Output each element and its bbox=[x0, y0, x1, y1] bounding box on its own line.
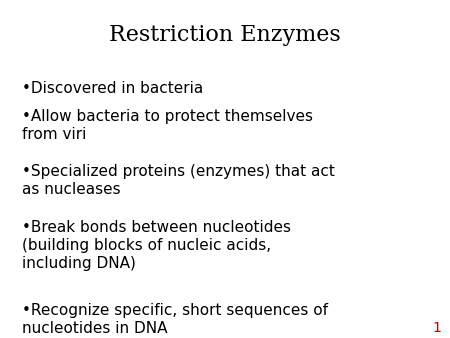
Text: •Break bonds between nucleotides
(building blocks of nucleic acids,
including DN: •Break bonds between nucleotides (buildi… bbox=[22, 220, 292, 271]
Text: •Recognize specific, short sequences of
nucleotides in DNA: •Recognize specific, short sequences of … bbox=[22, 303, 328, 336]
Text: •Specialized proteins (enzymes) that act
as nucleases: •Specialized proteins (enzymes) that act… bbox=[22, 164, 335, 197]
Text: 1: 1 bbox=[432, 321, 441, 335]
Text: •Allow bacteria to protect themselves
from viri: •Allow bacteria to protect themselves fr… bbox=[22, 109, 314, 142]
Text: Restriction Enzymes: Restriction Enzymes bbox=[109, 24, 341, 46]
Text: •Discovered in bacteria: •Discovered in bacteria bbox=[22, 81, 204, 96]
